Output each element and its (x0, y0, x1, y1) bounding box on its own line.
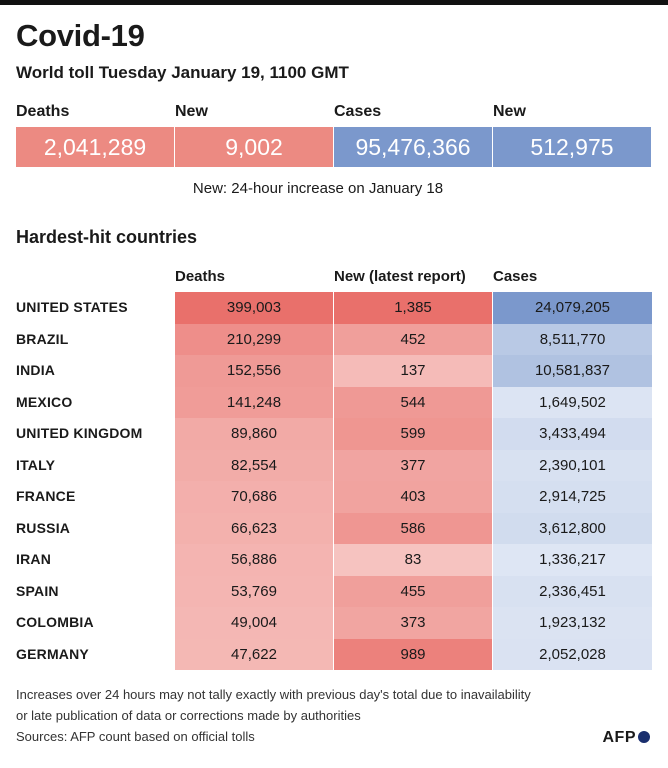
summary-note: New: 24-hour increase on January 18 (192, 180, 444, 197)
cases-cell: 24,079,205 (493, 292, 652, 324)
new-cell: 452 (334, 323, 492, 355)
footnote-line: or late publication of data or correctio… (16, 708, 361, 723)
table-row: SPAIN 53,769 455 2,336,451 (16, 575, 652, 607)
new-cell: 377 (334, 449, 492, 481)
table-row: GERMANY 47,622 989 2,052,028 (16, 638, 652, 670)
summary-label: Deaths (16, 103, 70, 120)
new-cell: 403 (334, 481, 492, 513)
cases-cell: 1,649,502 (493, 386, 652, 418)
deaths-cell: 49,004 (175, 607, 333, 639)
header-new: New (latest report) (334, 268, 466, 285)
country-name: BRAZIL (16, 330, 69, 347)
country-name: INDIA (16, 362, 56, 378)
cases-cell: 2,336,451 (493, 575, 652, 607)
table-row: UNITED STATES 399,003 1,385 24,079,205 (16, 292, 652, 324)
new-cell: 989 (334, 638, 492, 670)
footnote-line: Increases over 24 hours may not tally ex… (16, 687, 531, 702)
cases-cell: 3,612,800 (493, 512, 652, 544)
sources-line: Sources: AFP count based on official tol… (16, 729, 255, 744)
table-header: Deaths New (latest report) Cases (16, 266, 652, 292)
country-name: IRAN (16, 551, 52, 567)
table-row: ITALY 82,554 377 2,390,101 (16, 449, 652, 481)
deaths-cell: 210,299 (175, 323, 333, 355)
new-cell: 455 (334, 575, 492, 607)
table-row: INDIA 152,556 137 10,581,837 (16, 355, 652, 387)
summary-label: Cases (334, 103, 382, 120)
logo-text: AFP (602, 729, 636, 746)
summary-label: New (175, 103, 208, 120)
summary-cases: Cases 95,476,366 (334, 103, 492, 167)
new-cell: 373 (334, 607, 492, 639)
table-row: FRANCE 70,686 403 2,914,725 (16, 481, 652, 513)
deaths-cell: 89,860 (175, 418, 333, 450)
deaths-cell: 152,556 (175, 355, 333, 387)
deaths-cell: 47,622 (175, 638, 333, 670)
new-cell: 83 (334, 544, 492, 576)
deaths-cell: 141,248 (175, 386, 333, 418)
country-name: FRANCE (16, 488, 76, 504)
table-row: RUSSIA 66,623 586 3,612,800 (16, 512, 652, 544)
table-row: MEXICO 141,248 544 1,649,502 (16, 386, 652, 418)
table-row: BRAZIL 210,299 452 8,511,770 (16, 323, 652, 355)
cases-cell: 10,581,837 (493, 355, 652, 387)
summary-value: 2,041,289 (16, 127, 174, 167)
country-name: UNITED KINGDOM (16, 425, 143, 441)
country-name: UNITED STATES (16, 299, 128, 315)
new-cell: 599 (334, 418, 492, 450)
countries-table: Deaths New (latest report) Cases UNITED … (16, 266, 652, 670)
summary-new-cases: New 512,975 (493, 103, 651, 167)
header-cases: Cases (493, 268, 538, 285)
table-row: UNITED KINGDOM 89,860 599 3,433,494 (16, 418, 652, 450)
summary-label: New (493, 103, 526, 120)
new-cell: 544 (334, 386, 492, 418)
new-cell: 137 (334, 355, 492, 387)
new-cell: 1,385 (334, 292, 492, 324)
deaths-cell: 56,886 (175, 544, 333, 576)
country-name: RUSSIA (16, 519, 71, 536)
logo-dot-icon (638, 731, 650, 743)
country-name: GERMANY (16, 645, 89, 662)
header-deaths: Deaths (175, 268, 226, 285)
country-name: SPAIN (16, 582, 59, 599)
cases-cell: 2,052,028 (493, 638, 652, 670)
cases-cell: 2,390,101 (493, 449, 652, 481)
summary-panel: Deaths 2,041,289 New 9,002 Cases 95,476,… (16, 103, 652, 171)
summary-value: 512,975 (493, 127, 651, 167)
cases-cell: 1,923,132 (493, 607, 652, 639)
cases-cell: 3,433,494 (493, 418, 652, 450)
country-name: ITALY (16, 456, 56, 473)
country-name: COLOMBIA (16, 614, 94, 630)
summary-value: 9,002 (175, 127, 333, 167)
deaths-cell: 82,554 (175, 449, 333, 481)
section-title: Hardest-hit countries (16, 227, 198, 247)
country-name: MEXICO (16, 393, 73, 410)
summary-deaths: Deaths 2,041,289 (16, 103, 174, 167)
top-rule (0, 0, 668, 5)
deaths-cell: 66,623 (175, 512, 333, 544)
cases-cell: 1,336,217 (493, 544, 652, 576)
cases-cell: 8,511,770 (493, 323, 652, 355)
page-subtitle: World toll Tuesday January 19, 1100 GMT (16, 63, 349, 82)
deaths-cell: 399,003 (175, 292, 333, 324)
table-row: IRAN 56,886 83 1,336,217 (16, 544, 652, 576)
footnote: Increases over 24 hours may not tally ex… (16, 684, 576, 747)
deaths-cell: 70,686 (175, 481, 333, 513)
afp-logo: AFP (602, 729, 650, 747)
summary-new-deaths: New 9,002 (175, 103, 333, 167)
table-row: COLOMBIA 49,004 373 1,923,132 (16, 607, 652, 639)
table-body: UNITED STATES 399,003 1,385 24,079,205 BRAZI… (16, 292, 652, 670)
summary-value: 95,476,366 (334, 127, 492, 167)
cases-cell: 2,914,725 (493, 481, 652, 513)
page-title: Covid-19 (16, 18, 145, 53)
deaths-cell: 53,769 (175, 575, 333, 607)
new-cell: 586 (334, 512, 492, 544)
